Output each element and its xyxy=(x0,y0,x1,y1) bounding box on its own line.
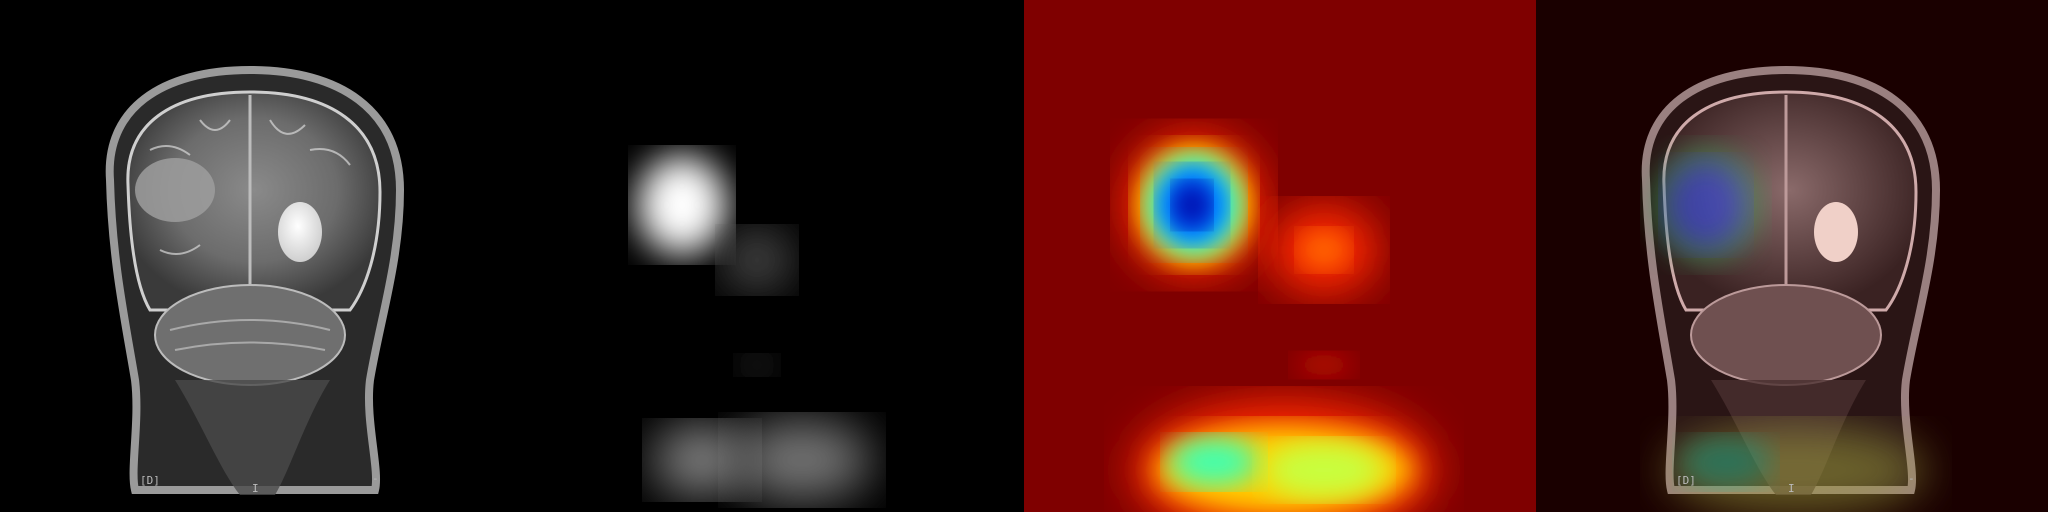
orientation-marker-left: [D] xyxy=(140,474,160,487)
saliency-grayscale-image xyxy=(512,0,1024,512)
overlay-panel: [D] I - xyxy=(1536,0,2048,512)
overlay-image xyxy=(1536,0,2048,512)
orientation-marker-center: I xyxy=(252,482,259,495)
saliency-jet-panel xyxy=(1024,0,1536,512)
mri-panel: [D] I - xyxy=(0,0,512,512)
overlay-marker-left: [D] xyxy=(1676,474,1696,487)
saliency-grayscale-panel xyxy=(512,0,1024,512)
orientation-marker-right: - xyxy=(372,472,379,485)
overlay-marker-right: - xyxy=(1908,472,1915,485)
overlay-marker-center: I xyxy=(1788,482,1795,495)
saliency-jet-image xyxy=(1024,0,1536,512)
mri-image xyxy=(0,0,512,512)
